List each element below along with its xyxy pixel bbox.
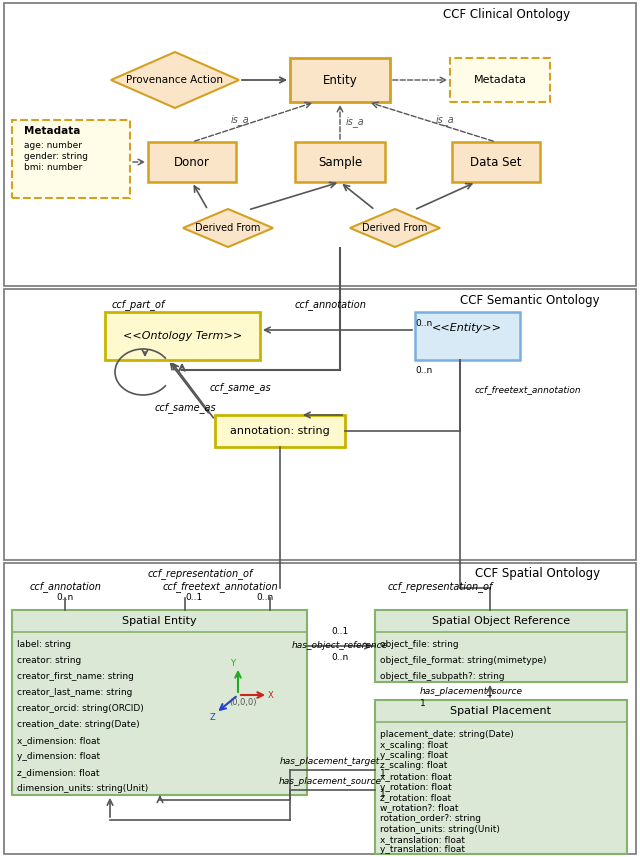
Text: z_dimension: float: z_dimension: float: [17, 768, 99, 777]
Text: label: string: label: string: [17, 640, 71, 649]
Text: is_a: is_a: [436, 115, 454, 125]
Text: Derived From: Derived From: [195, 223, 260, 233]
Text: 0..n: 0..n: [332, 654, 349, 662]
Text: y_scaling: float: y_scaling: float: [380, 751, 448, 760]
Text: Spatial Placement: Spatial Placement: [451, 706, 552, 716]
Bar: [295, 142, 385, 182]
Text: rotation_units: string(Unit): rotation_units: string(Unit): [380, 824, 500, 834]
Text: Donor: Donor: [174, 155, 210, 169]
Bar: [415, 312, 520, 360]
Text: x_dimension: float: x_dimension: float: [17, 736, 100, 745]
Bar: [290, 58, 390, 102]
Text: 1: 1: [380, 788, 386, 798]
Bar: [12, 610, 307, 795]
Text: 1: 1: [380, 769, 386, 777]
Text: 0..n: 0..n: [56, 594, 74, 602]
Text: y_rotation: float: y_rotation: float: [380, 782, 452, 792]
Text: ccf_annotation: ccf_annotation: [29, 582, 101, 592]
Bar: [148, 142, 236, 182]
Text: creator_last_name: string: creator_last_name: string: [17, 688, 132, 697]
Text: has_placement_source: has_placement_source: [278, 777, 381, 787]
Text: creation_date: string(Date): creation_date: string(Date): [17, 720, 140, 729]
Text: Derived From: Derived From: [362, 223, 428, 233]
Text: object_file: string: object_file: string: [380, 640, 459, 649]
Text: Metadata: Metadata: [474, 75, 527, 85]
Text: is_a: is_a: [346, 117, 364, 128]
Text: Sample: Sample: [318, 155, 362, 169]
Text: ccf_annotation: ccf_annotation: [294, 300, 366, 310]
Text: y_dimension: float: y_dimension: float: [17, 752, 100, 761]
Text: Provenance Action: Provenance Action: [127, 75, 223, 85]
Bar: [4, 3, 636, 286]
Text: object_file_format: string(mimetype): object_file_format: string(mimetype): [380, 656, 547, 665]
Text: has_placement_source: has_placement_source: [420, 687, 523, 697]
Text: x_rotation: float: x_rotation: float: [380, 772, 452, 781]
Text: CCF Semantic Ontology: CCF Semantic Ontology: [460, 293, 600, 307]
Text: dimension_units: string(Unit): dimension_units: string(Unit): [17, 784, 148, 793]
Text: bmi: number: bmi: number: [24, 163, 83, 171]
Text: Y: Y: [230, 658, 236, 668]
Text: 0..1: 0..1: [185, 594, 202, 602]
Text: 0..n: 0..n: [415, 319, 432, 327]
Text: ccf_part_of: ccf_part_of: [111, 300, 164, 310]
Text: <<Entity>>: <<Entity>>: [432, 323, 502, 333]
Text: ccf_freetext_annotation: ccf_freetext_annotation: [162, 582, 278, 592]
Text: placement_date: string(Date): placement_date: string(Date): [380, 730, 514, 739]
Polygon shape: [111, 52, 239, 108]
Text: ccf_representation_of: ccf_representation_of: [147, 568, 253, 579]
Bar: [4, 563, 636, 854]
Text: Spatial Entity: Spatial Entity: [122, 616, 197, 626]
Text: x_translation: float: x_translation: float: [380, 835, 465, 844]
Text: object_file_subpath?: string: object_file_subpath?: string: [380, 672, 504, 681]
Text: is_a: is_a: [230, 115, 250, 125]
Bar: [4, 289, 636, 560]
Text: Metadata: Metadata: [24, 126, 81, 136]
Bar: [105, 312, 260, 360]
Bar: [452, 142, 540, 182]
Text: X: X: [268, 691, 274, 699]
Bar: [12, 120, 130, 198]
Text: 0..n: 0..n: [256, 594, 273, 602]
Text: Spatial Object Reference: Spatial Object Reference: [432, 616, 570, 626]
Text: rotation_order?: string: rotation_order?: string: [380, 814, 481, 823]
Bar: [215, 415, 345, 447]
Text: 0..n: 0..n: [415, 365, 432, 375]
Text: Z: Z: [209, 712, 215, 722]
Text: creator_orcid: string(ORCID): creator_orcid: string(ORCID): [17, 704, 144, 713]
Polygon shape: [183, 209, 273, 247]
Text: <<Ontology Term>>: <<Ontology Term>>: [123, 331, 242, 341]
Text: CCF Clinical Ontology: CCF Clinical Ontology: [443, 8, 570, 21]
Text: (0,0,0): (0,0,0): [229, 698, 257, 708]
Text: annotation: string: annotation: string: [230, 426, 330, 436]
Polygon shape: [350, 209, 440, 247]
Text: w_rotation?: float: w_rotation?: float: [380, 804, 458, 812]
Text: ccf_same_as: ccf_same_as: [155, 403, 216, 413]
Text: x_scaling: float: x_scaling: float: [380, 740, 448, 750]
Text: 0..1: 0..1: [332, 627, 349, 637]
Text: has_object_reference: has_object_reference: [292, 640, 388, 650]
Bar: [450, 58, 550, 102]
Text: Entity: Entity: [323, 74, 357, 87]
Text: Data Set: Data Set: [470, 155, 522, 169]
Bar: [375, 610, 627, 682]
Text: creator: string: creator: string: [17, 656, 81, 665]
Text: z_translation: float: z_translation: float: [380, 856, 465, 857]
Bar: [375, 700, 627, 854]
Text: CCF Spatial Ontology: CCF Spatial Ontology: [475, 567, 600, 580]
Text: ccf_same_as: ccf_same_as: [209, 382, 271, 393]
Text: z_rotation: float: z_rotation: float: [380, 793, 451, 802]
Text: gender: string: gender: string: [24, 152, 88, 160]
Text: creator_first_name: string: creator_first_name: string: [17, 672, 134, 681]
Text: z_scaling: float: z_scaling: float: [380, 762, 447, 770]
Text: age: number: age: number: [24, 141, 82, 149]
Text: 1: 1: [420, 698, 426, 708]
Text: y_translation: float: y_translation: float: [380, 846, 465, 854]
Text: ccf_freetext_annotation: ccf_freetext_annotation: [475, 386, 582, 394]
Text: ccf_representation_of: ccf_representation_of: [387, 582, 493, 592]
Text: has_placement_target: has_placement_target: [280, 758, 380, 766]
